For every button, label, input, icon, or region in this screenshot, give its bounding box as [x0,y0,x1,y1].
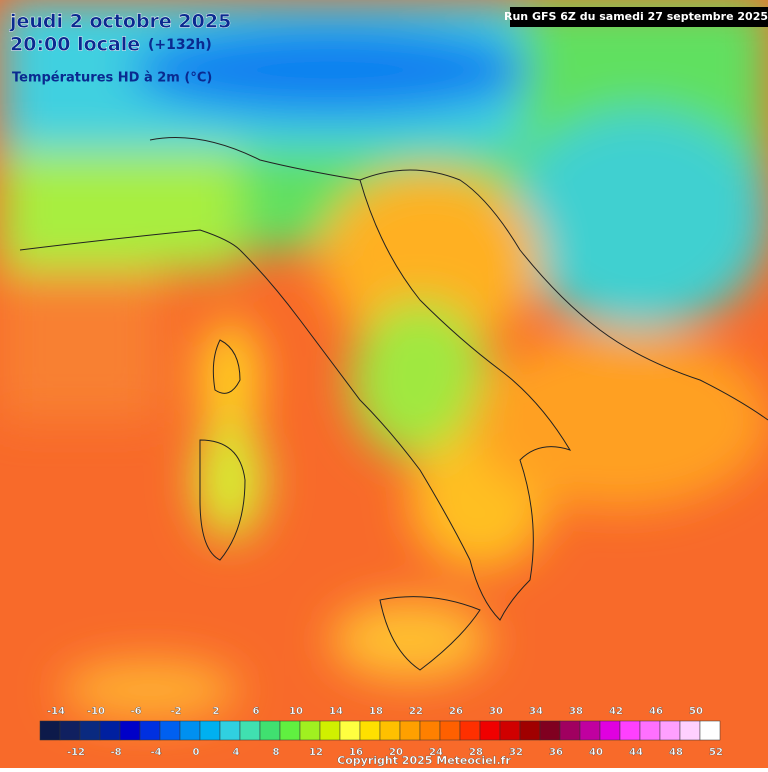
legend-swatch [259,720,281,741]
legend-label: -8 [110,747,121,758]
legend-swatch [559,720,581,741]
field-name: Températures HD à 2m (°C) [12,71,212,86]
legend-swatch [39,720,61,741]
legend-label: 22 [409,706,423,717]
legend-swatch [639,720,661,741]
legend-swatch [159,720,181,741]
legend-swatch [619,720,641,741]
legend-label: 6 [253,706,260,717]
legend-label: -4 [150,747,161,758]
legend-label: 8 [273,747,280,758]
legend-label: 24 [429,747,443,758]
copyright: Copyright 2025 Meteociel.fr [337,754,511,767]
legend-label: 28 [469,747,483,758]
legend-swatch [679,720,701,741]
run-info: Run GFS 6Z du samedi 27 septembre 2025 [504,10,768,23]
legend-swatch [179,720,201,741]
legend-swatch [699,720,721,741]
legend-swatch [199,720,221,741]
legend-label: 0 [193,747,200,758]
legend-swatch [239,720,261,741]
temperature-field [0,0,768,720]
coastlines [19,137,768,671]
legend-label: -10 [87,706,105,717]
legend-label: 20 [389,747,403,758]
legend-label: -6 [130,706,141,717]
legend-label: 16 [349,747,363,758]
legend-swatch [139,720,161,741]
legend-swatch [419,720,441,741]
legend-label: -2 [170,706,181,717]
legend-swatch [299,720,321,741]
legend-swatch [439,720,461,741]
run-box [510,7,768,27]
legend-label: 26 [449,706,463,717]
legend-swatch [379,720,401,741]
legend-label: 48 [669,747,683,758]
legend-label: 44 [629,747,643,758]
legend-label: 38 [569,706,583,717]
legend-swatch [599,720,621,741]
legend-swatch [279,720,301,741]
legend-swatch [539,720,561,741]
legend-label: 18 [369,706,383,717]
legend-swatch [219,720,241,741]
legend-swatch [399,720,421,741]
legend-label: 2 [213,706,220,717]
legend-swatch [459,720,481,741]
legend-label: 52 [709,747,723,758]
legend-label: 42 [609,706,623,717]
legend-swatch [59,720,81,741]
legend-swatch [479,720,501,741]
legend-label: 12 [309,747,323,758]
time: 20:00 locale [10,34,140,56]
legend-label: 10 [289,706,303,717]
legend-label: 30 [489,706,503,717]
legend-swatch [339,720,361,741]
legend-label: -14 [47,706,65,717]
legend-label: 32 [509,747,523,758]
legend-label: 50 [689,706,703,717]
legend-swatch [659,720,681,741]
legend-swatch [499,720,521,741]
legend-swatch [359,720,381,741]
legend-label: 36 [549,747,563,758]
color-legend: -14-12-10-8-6-4-202468101214161820222426… [39,706,723,758]
legend-swatch [79,720,101,741]
legend-label: 46 [649,706,663,717]
legend-label: -12 [67,747,85,758]
legend-label: 34 [529,706,543,717]
legend-swatch [99,720,121,741]
lead-time: (+132h) [148,37,212,53]
legend-label: 14 [329,706,343,717]
legend-swatch [579,720,601,741]
legend-swatch [519,720,541,741]
legend-swatch [119,720,141,741]
legend-label: 40 [589,747,603,758]
legend-label: 4 [233,747,240,758]
date: jeudi 2 octobre 2025 [9,11,231,33]
legend-swatch [319,720,341,741]
